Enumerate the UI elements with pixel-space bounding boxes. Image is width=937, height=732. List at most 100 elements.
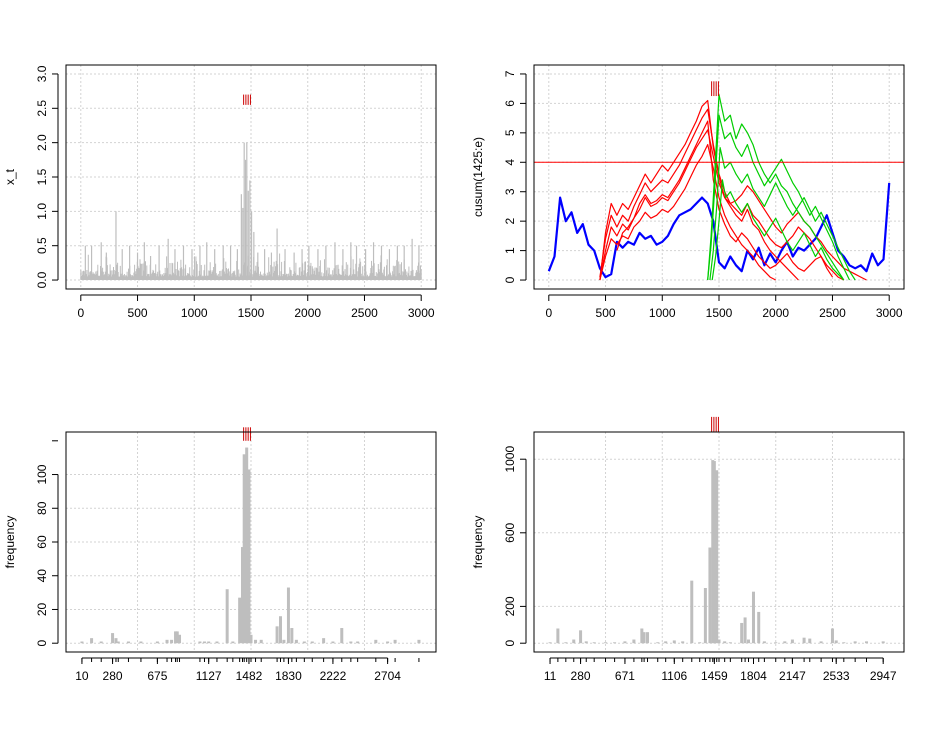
y-tick-label: 200: [503, 596, 517, 616]
y-tick-label: 1000: [503, 446, 517, 473]
bar: [231, 641, 235, 644]
x-tick-label: 2704: [374, 669, 401, 683]
bar: [245, 447, 249, 644]
plot-area: [548, 460, 885, 644]
bar: [865, 641, 869, 644]
x-tick-label: 1106: [661, 669, 687, 683]
x-tick-label: 675: [147, 669, 167, 683]
bar: [548, 642, 552, 644]
bar: [356, 641, 360, 644]
bar: [690, 580, 694, 644]
y-tick-label: 0: [35, 640, 49, 647]
bar: [80, 641, 84, 644]
bar: [240, 547, 244, 644]
bar: [279, 616, 283, 644]
panel-top-right: 0 500 1000 1500 2000 2500 3000 0 1 2 3 4 5 6 7 cusum(14…: [471, 64, 905, 320]
bar: [99, 641, 103, 644]
bar: [572, 639, 576, 644]
x-tick-label: 671: [615, 669, 635, 683]
x-tick-label: 1000: [649, 306, 676, 320]
series-line-red: [616, 120, 845, 281]
y-tick-label: 20: [35, 602, 49, 616]
bar: [175, 631, 179, 644]
y-tick-label: 1.5: [35, 168, 49, 185]
bar: [747, 639, 751, 644]
y-tick-label: 40: [35, 569, 49, 583]
series-line-red: [599, 129, 867, 281]
bar: [294, 639, 298, 644]
plot-frame: [65, 64, 437, 290]
bar: [743, 617, 747, 644]
panel-bottom-left: 10 280 675 1127 1482 1830 2222 2704 0 20 40 60 80 100…: [3, 427, 437, 683]
bar: [165, 639, 169, 644]
bar: [302, 641, 306, 644]
y-axis-title: frequency: [471, 516, 485, 569]
x-tick-label: 2222: [320, 669, 347, 683]
bar: [247, 469, 251, 644]
x-tick-label: 2147: [779, 669, 806, 683]
bar: [819, 641, 823, 644]
bar: [783, 641, 787, 644]
bar: [632, 639, 636, 644]
y-tick-label: 1: [503, 247, 517, 254]
grid: [534, 432, 904, 652]
bar: [310, 641, 314, 644]
x-tick-label: 2500: [819, 306, 846, 320]
x-tick-label: 0: [77, 306, 84, 320]
bar: [340, 628, 344, 644]
bar: [139, 641, 143, 644]
y-axis-title: x_t: [3, 168, 17, 185]
bar: [386, 641, 390, 644]
x-tick-label: 1459: [701, 669, 728, 683]
bar: [711, 460, 715, 644]
y-tick-label: 2.0: [35, 134, 49, 151]
y-tick-label: 6: [503, 100, 517, 107]
bar: [225, 589, 229, 644]
bar: [215, 641, 219, 644]
x-tick-label: 1500: [706, 306, 733, 320]
bar: [762, 641, 766, 644]
bar: [757, 611, 761, 644]
x-tick-label: 1500: [238, 306, 265, 320]
bar: [604, 642, 608, 644]
y-axis: 0 1 2 3 4 5 6 7: [503, 70, 527, 283]
bar: [242, 454, 246, 644]
plot-area: [547, 93, 891, 281]
bar: [155, 641, 159, 644]
x-tick-label: 3000: [408, 306, 435, 320]
bar: [116, 641, 120, 644]
bar: [254, 639, 258, 644]
bar: [556, 628, 560, 644]
x-tick-label: 11: [544, 669, 557, 683]
x-axis: 0 500 1000 1500 2000 2500 3000: [77, 294, 435, 320]
panel-bottom-right: 11 280 671 1106 1459 1804 2147 2533 2947 0 200 600 1…: [471, 416, 905, 683]
bar: [613, 642, 617, 644]
x-tick-label: 280: [571, 669, 591, 683]
bar: [174, 631, 178, 644]
x-tick-label: 2000: [762, 306, 789, 320]
bar: [114, 638, 118, 644]
plot-frame: [65, 431, 437, 653]
x-tick-label: 2500: [351, 306, 378, 320]
bar: [126, 641, 130, 644]
bar: [656, 642, 660, 644]
bar: [853, 641, 857, 644]
bar: [374, 639, 378, 644]
bar: [646, 632, 650, 644]
y-axis-title: frequency: [3, 516, 17, 569]
bar: [275, 626, 279, 644]
bar: [322, 638, 326, 644]
plot-area: [80, 447, 421, 644]
bar: [249, 634, 253, 644]
y-axis-title: cusum(1425:e): [471, 137, 485, 217]
bar: [393, 639, 397, 644]
bar: [834, 640, 838, 644]
bar: [592, 642, 596, 644]
y-tick-label: 3.0: [35, 65, 49, 82]
plot-area: [80, 142, 422, 281]
bar: [774, 642, 778, 644]
bar: [723, 641, 727, 644]
bar: [640, 628, 644, 644]
plot-frame: [533, 431, 905, 653]
